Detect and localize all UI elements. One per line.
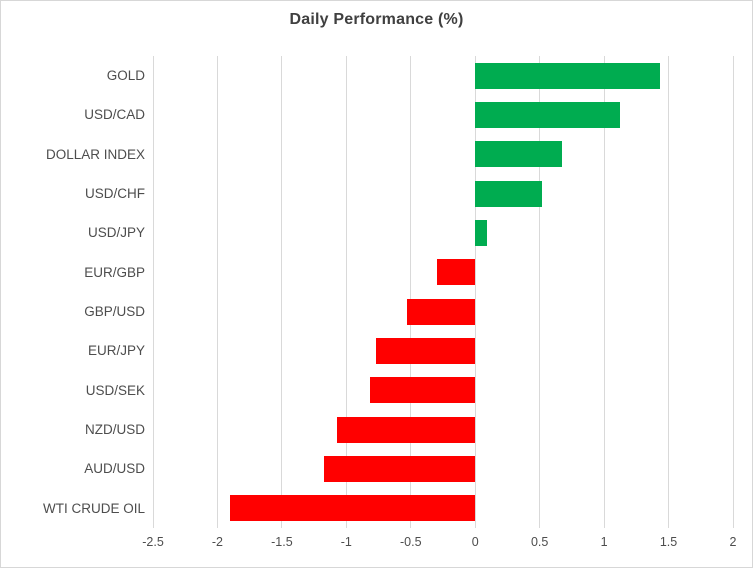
gridline-x--1.5 (281, 56, 283, 528)
xtick-label-1: 1 (600, 535, 608, 549)
category-label-eur-gbp: EUR/GBP (84, 264, 145, 280)
xtick-label-2: 2 (729, 535, 737, 549)
bar-aud-usd (324, 456, 476, 482)
xtick-label--1.5: -1.5 (271, 535, 293, 549)
gridline-x--0.5 (410, 56, 412, 528)
bar-nzd-usd (337, 416, 476, 443)
bar-wti-crude-oil (230, 495, 476, 522)
xtick-label--0.5: -0.5 (399, 535, 422, 549)
category-label-dollar-index: DOLLAR INDEX (45, 146, 145, 162)
bar-gbp-usd (406, 298, 476, 325)
gridline-x-1.5 (668, 56, 670, 528)
category-label-nzd-usd: NZD/USD (85, 422, 145, 437)
bar-dollar-index (475, 141, 562, 168)
gridline-x--2 (216, 56, 218, 528)
gridline-x-0 (474, 56, 476, 528)
bar-eur-jpy (375, 338, 476, 364)
bar-usd-sek (369, 377, 476, 404)
xtick-label-1.5: 1.5 (659, 535, 678, 549)
gridline-x--1 (345, 56, 347, 528)
gridline-x-1 (603, 56, 605, 528)
gridline-x--2.5 (152, 56, 154, 528)
bar-gold (475, 62, 660, 89)
category-axis-labels: GOLD USD/CAD DOLLAR INDEX USD/CHF USD/JPY EUR… (7, 56, 145, 528)
xtick-label-0: 0 (471, 535, 479, 549)
plot-area (152, 56, 734, 528)
category-label-usd-chf: USD/CHF (85, 186, 145, 201)
gridline-x-2 (732, 56, 734, 528)
category-label-eur-jpy: EUR/JPY (87, 343, 145, 359)
category-label-gold: GOLD (106, 68, 145, 83)
category-label-usd-jpy: USD/JPY (87, 225, 145, 241)
category-label-aud-usd: AUD/USD (84, 461, 145, 477)
category-label-wti-crude-oil: WTI CRUDE OIL (42, 500, 145, 516)
category-label-gbp-usd: GBP/USD (84, 304, 145, 319)
gridline-x-0.5 (539, 56, 541, 528)
bar-usd-jpy (475, 220, 487, 246)
bar-usd-chf (475, 180, 543, 207)
category-label-usd-sek: USD/SEK (85, 382, 145, 398)
value-axis-labels: -2.5 -2 -1.5 -1 -0.5 0 0.5 1 1.5 2 (142, 535, 736, 555)
xtick-label--2: -2 (211, 535, 223, 549)
chart-title: Daily Performance (%) (289, 11, 464, 28)
xtick-label--2.5: -2.5 (142, 535, 164, 549)
category-label-usd-cad: USD/CAD (84, 107, 145, 123)
xtick-label-0.5: 0.5 (530, 535, 549, 549)
xtick-label--1: -1 (340, 535, 352, 549)
bar-usd-cad (475, 102, 620, 128)
bar-eur-gbp (436, 259, 476, 286)
